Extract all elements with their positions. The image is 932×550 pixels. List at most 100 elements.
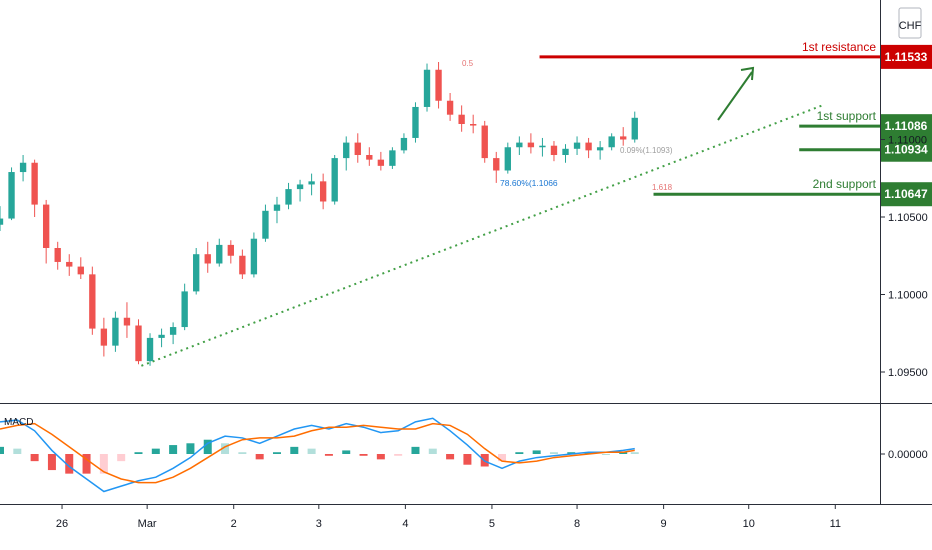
macd-histogram-bar <box>567 452 576 454</box>
candle-body <box>100 328 108 346</box>
candle-body <box>239 255 246 275</box>
macd-histogram-bar <box>324 454 333 456</box>
candle <box>181 283 188 331</box>
macd-histogram-bar <box>272 452 281 454</box>
candle-body <box>458 114 465 124</box>
price-tick-label: 1.10000 <box>888 290 928 302</box>
candle-body <box>0 218 4 225</box>
time-ticks-group: 26 Mar 2 3 4 5 8 9 10 11 <box>56 504 841 530</box>
candle <box>435 62 442 109</box>
projection-arrow <box>717 71 753 121</box>
macd-pane[interactable] <box>0 404 880 504</box>
candle-body <box>516 142 523 148</box>
candle-body <box>158 334 165 338</box>
time-tick-label: 8 <box>574 518 580 530</box>
level-name: 1st resistance <box>802 40 876 54</box>
candle-body <box>262 210 269 239</box>
candle <box>585 137 592 159</box>
level-price-text: 1.10934 <box>884 143 928 157</box>
candle-body <box>585 142 592 151</box>
uptrend-line <box>141 104 823 367</box>
price-ticks-group: 1.11000 1.10500 1.10000 1.09500 0.00000 <box>880 135 928 461</box>
macd-histogram-bar <box>307 448 316 454</box>
candle <box>550 141 558 162</box>
candle-body <box>412 106 419 138</box>
macd-histogram-bar <box>549 452 558 454</box>
candle-body <box>89 274 96 329</box>
candle-body <box>620 136 627 140</box>
level-price-tag <box>881 114 932 139</box>
candle-body <box>193 254 200 292</box>
candle <box>89 266 96 335</box>
candle <box>31 159 38 217</box>
candle <box>169 322 177 345</box>
candle-body <box>400 137 408 151</box>
candle-body <box>135 325 142 362</box>
macd-histogram-bar <box>428 448 437 454</box>
candle <box>366 147 373 166</box>
candle <box>343 136 350 171</box>
candle <box>389 147 396 169</box>
candle-body <box>308 181 315 185</box>
macd-histogram-bar <box>13 448 22 454</box>
price-pane[interactable] <box>0 0 880 403</box>
macd-histogram-bar <box>134 452 143 454</box>
candle-body <box>146 337 154 362</box>
candle-body <box>354 142 361 155</box>
macd-histogram-bar <box>619 452 628 454</box>
candle-body <box>596 147 604 151</box>
signal-line <box>0 422 635 484</box>
candle-body <box>273 204 281 211</box>
macd-line <box>0 417 635 493</box>
candle-body <box>8 172 15 219</box>
candle <box>412 102 419 143</box>
candle <box>400 133 408 154</box>
macd-histogram-bar <box>446 454 455 460</box>
candle-body <box>343 142 350 159</box>
candle-body <box>562 148 569 155</box>
macd-histogram-bar <box>47 454 56 471</box>
level-name: 2nd support <box>813 177 877 191</box>
candle <box>19 155 27 182</box>
macd-histogram-bar <box>498 454 507 462</box>
level-price-text: 1.10647 <box>884 187 928 201</box>
macd-histogram-bar <box>30 454 39 462</box>
candle-body <box>527 142 535 148</box>
candle <box>66 254 73 276</box>
candle-body <box>250 238 258 275</box>
candle-body <box>573 142 581 149</box>
level-price-tag <box>881 137 932 162</box>
candle <box>54 241 61 270</box>
candle <box>77 257 84 279</box>
macd-histogram-bar <box>0 446 4 454</box>
candle <box>493 151 500 183</box>
time-tick-label: 4 <box>402 518 408 530</box>
indicator-label: MACD <box>4 417 33 428</box>
level-name: 1st support <box>817 109 877 123</box>
fib-bottom-label: 1.618 <box>652 183 673 192</box>
macd-histogram-bar <box>463 454 472 465</box>
macd-histogram-bar <box>359 454 368 456</box>
candle <box>446 93 454 121</box>
candle <box>216 238 223 267</box>
candle-body <box>493 158 500 171</box>
candle <box>123 302 131 338</box>
price-tick-label: 1.10500 <box>888 212 928 224</box>
level-price-tag <box>881 44 932 69</box>
candle <box>8 167 15 221</box>
candle <box>112 311 119 352</box>
macd-histogram-bar <box>82 454 91 474</box>
macd-histogram-bar <box>221 443 230 454</box>
macd-histogram-bar <box>342 450 351 454</box>
candle-body <box>539 145 546 148</box>
macd-histogram-bar <box>376 454 385 460</box>
time-tick-label: 5 <box>489 518 495 530</box>
candle-body <box>435 69 442 101</box>
time-tick-label: 3 <box>316 518 322 530</box>
candle-body <box>366 155 373 160</box>
macd-histogram-bar <box>238 452 247 454</box>
candle <box>262 204 269 242</box>
currency-badge[interactable] <box>898 7 922 39</box>
candle <box>319 173 327 210</box>
